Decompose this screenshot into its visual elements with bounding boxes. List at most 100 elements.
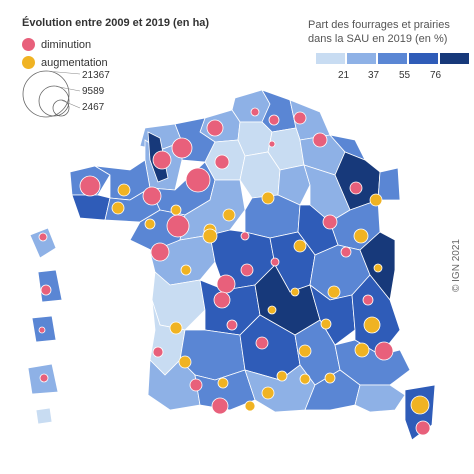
increase-circle-36: [327, 285, 341, 299]
decrease-circle-45: [226, 319, 238, 331]
decrease-circle-8: [152, 150, 172, 170]
increase-circle-38: [363, 316, 381, 334]
increase-circle-27: [353, 228, 369, 244]
increase-circle-43: [267, 305, 277, 315]
decrease-circle-39: [374, 341, 394, 361]
decrease-circle-46: [213, 291, 231, 309]
decrease-circle-3: [293, 111, 307, 125]
increase-circle-19: [202, 228, 218, 244]
increase-dot-icon: [22, 56, 35, 69]
increase-circle-47: [169, 321, 183, 335]
decrease-dot-icon: [22, 38, 35, 51]
department-2: [261, 89, 297, 133]
decrease-circle-24: [322, 214, 338, 230]
choropleth-legend-title: Part des fourrages et prairies dans la S…: [308, 19, 450, 45]
decrease-circle-60: [38, 232, 48, 242]
increase-circle-26: [369, 193, 383, 207]
department-21: [277, 164, 311, 206]
increase-circle-42: [298, 344, 312, 358]
increase-circle-12: [117, 183, 131, 197]
decrease-circle-44: [255, 336, 269, 350]
size-label-small: 2467: [82, 102, 105, 113]
increase-circle-52: [261, 386, 275, 400]
department-polygons: [27, 89, 436, 441]
decrease-circle-51: [189, 378, 203, 392]
department-50: [29, 227, 57, 259]
decrease-circle-48: [152, 346, 164, 358]
increase-circle-17: [144, 218, 156, 230]
size-label-large: 21367: [82, 70, 110, 81]
decrease-circle-5: [268, 140, 276, 148]
decrease-circle-37: [362, 294, 374, 306]
decrease-circle-34: [270, 257, 280, 267]
size-legend: 21367 9589 2467: [22, 70, 112, 118]
break-label-21: 21: [338, 70, 350, 81]
size-circle-medium: [38, 85, 70, 117]
size-label-medium: 9589: [82, 86, 105, 97]
increase-circle-55: [299, 373, 311, 385]
increase-circle-54: [324, 372, 336, 384]
increase-circle-23: [293, 239, 307, 253]
decrease-circle-7: [171, 137, 193, 159]
increase-circle-14: [170, 204, 182, 216]
class-swatch-1: [316, 53, 345, 64]
legend-increase: augmentation: [22, 56, 108, 69]
department-51: [37, 269, 63, 303]
department-16: [71, 194, 111, 221]
decrease-circle-56: [211, 397, 229, 415]
proportional-circles: [38, 107, 431, 436]
increase-circle-16: [111, 201, 125, 215]
legend-decrease: diminution: [22, 38, 91, 51]
decrease-circle-2: [268, 114, 280, 126]
department-10: [377, 167, 401, 201]
class-swatch-2: [347, 53, 376, 64]
decrease-circle-59: [415, 420, 431, 436]
decrease-circle-28: [340, 246, 352, 258]
decrease-circle-33: [240, 263, 254, 277]
increase-circle-35: [290, 287, 300, 297]
increase-circle-50: [217, 377, 229, 389]
decrease-circle-25: [349, 181, 363, 195]
class-swatch-4: [409, 53, 438, 64]
break-label-76: 76: [430, 70, 442, 81]
size-legend-circles: [22, 70, 81, 118]
department-54: [35, 407, 53, 425]
decrease-circle-21: [240, 231, 250, 241]
increase-circle-57: [244, 400, 256, 412]
decrease-circle-11: [79, 175, 101, 197]
decrease-circle-61: [40, 284, 52, 296]
legend-decrease-label: diminution: [41, 38, 92, 51]
increase-circle-20: [222, 208, 236, 222]
decrease-circle-9: [185, 167, 211, 193]
decrease-circle-62: [38, 326, 46, 334]
increase-circle-40: [354, 342, 370, 358]
increase-circle-22: [261, 191, 275, 205]
decrease-circle-30: [150, 242, 170, 262]
decrease-circle-1: [250, 107, 260, 117]
class-swatch-3: [378, 53, 407, 64]
decrease-circle-32: [216, 274, 236, 294]
decrease-circle-13: [142, 186, 162, 206]
increase-circle-53: [276, 370, 288, 382]
department-37: [351, 274, 401, 356]
size-circle-large: [22, 70, 70, 118]
decrease-circle-10: [214, 154, 230, 170]
map-title: Évolution entre 2009 et 2019 (en ha): [22, 17, 210, 29]
decrease-circle-6: [206, 119, 224, 137]
increase-circle-41: [320, 318, 332, 330]
decrease-circle-4: [312, 132, 328, 148]
credit-label: © IGN 2021: [451, 239, 462, 292]
department-47: [354, 384, 406, 413]
choropleth-legend-bar: [316, 53, 471, 64]
increase-circle-49: [178, 355, 192, 369]
increase-circle-31: [180, 264, 192, 276]
break-label-55: 55: [399, 70, 411, 81]
increase-circle-58: [410, 395, 430, 415]
increase-circle-29: [373, 263, 383, 273]
class-swatch-5: [440, 53, 469, 64]
decrease-circle-63: [39, 373, 49, 383]
break-label-37: 37: [368, 70, 380, 81]
legend-increase-label: augmentation: [41, 56, 108, 69]
